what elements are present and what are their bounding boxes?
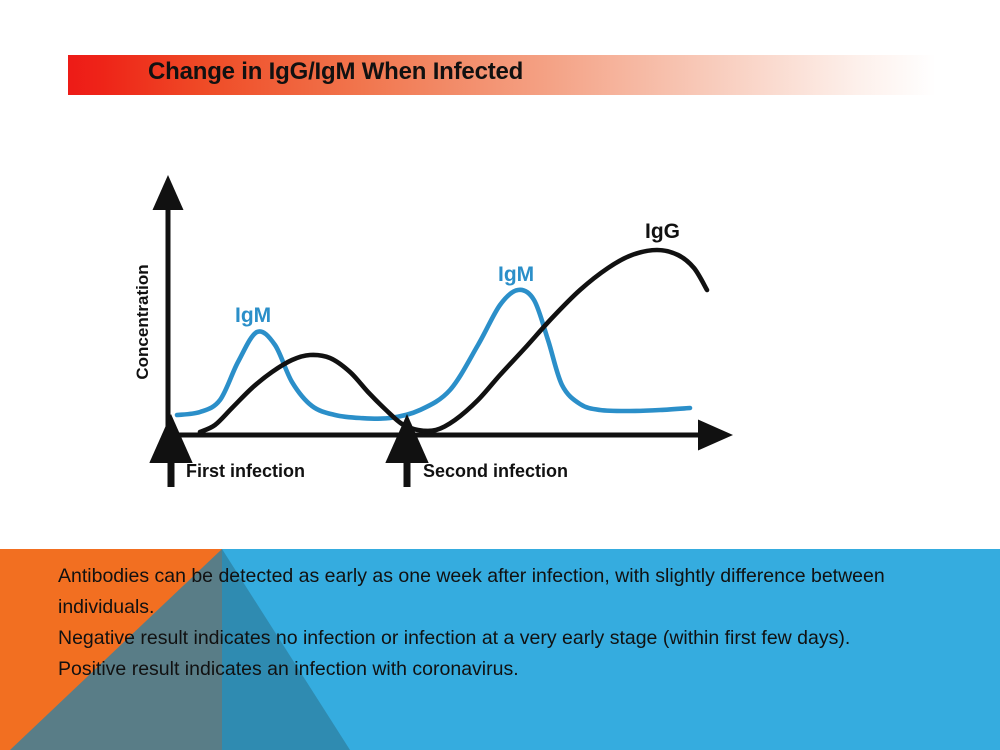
igm-label-second: IgM [498,263,534,286]
body-line-1: Antibodies can be detected as early as o… [58,565,885,618]
panel-triangle-overlay [10,549,350,750]
body-line-3: Positive result indicates an infection w… [58,658,519,680]
igg-curve [197,247,710,435]
igm-curve [174,287,693,422]
body-text: Antibodies can be detected as early as o… [58,561,938,685]
title-banner [68,55,936,95]
second-infection-label: Second infection [423,461,568,481]
igg-label: IgG [645,220,680,243]
igm-label-first: IgM [235,304,271,327]
chart-area: Concentration IgM IgM IgG First infectio… [133,175,733,487]
first-infection-label: First infection [186,461,305,481]
igg-igm-curve-chart: Concentration IgM IgM IgG First infectio… [133,175,733,487]
bottom-text-panel: Antibodies can be detected as early as o… [0,549,1000,750]
body-line-2: Negative result indicates no infection o… [58,627,851,649]
y-axis-label: Concentration [133,264,152,379]
page-title: Change in IgG/IgM When Infected [148,58,524,85]
